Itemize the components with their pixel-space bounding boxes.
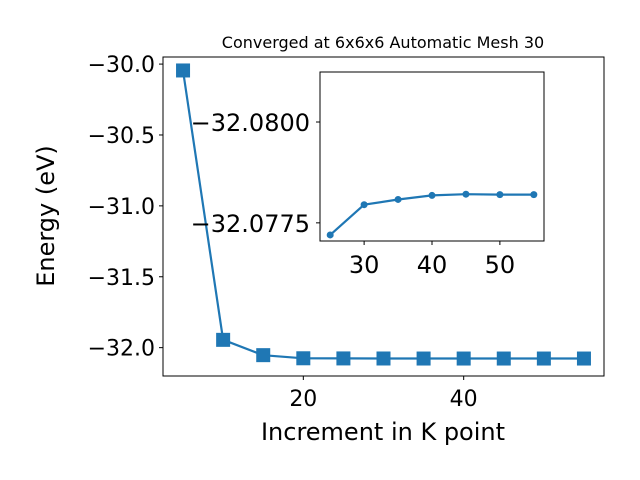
inset-y-axis: −32.0775 −32.0800 xyxy=(191,109,320,238)
data-point-marker xyxy=(576,351,591,366)
inset-background xyxy=(320,72,544,241)
y-tick-label: −31.5 xyxy=(88,266,155,291)
data-point-marker xyxy=(536,351,551,366)
x-tick-label: 40 xyxy=(450,387,478,412)
data-point-marker xyxy=(176,63,191,78)
inset-data-point-marker xyxy=(394,195,402,203)
data-point-marker xyxy=(496,351,511,366)
inset-x-tick-label: 40 xyxy=(417,251,448,279)
y-tick-label: −30.0 xyxy=(88,53,155,78)
main-y-axis: −30.0 −30.5 −31.0 −31.5 −32.0 xyxy=(88,53,163,362)
inset-plot-area xyxy=(326,190,538,239)
inset-data-point-marker xyxy=(530,191,538,199)
inset-data-point-marker xyxy=(496,191,504,199)
inset-data-point-marker xyxy=(360,201,368,209)
chart-title: Converged at 6x6x6 Automatic Mesh 30 xyxy=(222,33,544,52)
inset-data-point-marker xyxy=(326,231,334,239)
data-point-marker xyxy=(376,351,391,366)
inset-y-tick-label: −32.0775 xyxy=(191,210,310,238)
main-plot-area xyxy=(176,63,591,366)
x-axis-label: Increment in K point xyxy=(261,418,505,446)
y-tick-label: −30.5 xyxy=(88,124,155,149)
y-tick-label: −32.0 xyxy=(88,337,155,362)
data-point-marker xyxy=(256,348,271,363)
data-point-marker xyxy=(336,351,351,366)
inset-x-axis: 30 40 50 xyxy=(349,241,515,279)
data-point-marker xyxy=(296,351,311,366)
main-x-axis: 20 40 xyxy=(289,376,478,412)
x-tick-label: 20 xyxy=(289,387,317,412)
data-point-marker xyxy=(456,351,471,366)
main-plot-frame xyxy=(162,56,605,377)
inset-data-point-marker xyxy=(428,191,436,199)
inset-x-tick-label: 50 xyxy=(485,251,516,279)
y-axis-label: Energy (eV) xyxy=(32,145,60,287)
data-point-marker xyxy=(416,351,431,366)
y-tick-label: −31.0 xyxy=(88,195,155,220)
inset-y-tick-label: −32.0800 xyxy=(191,109,310,137)
inset-data-point-marker xyxy=(462,190,470,198)
inset-x-tick-label: 30 xyxy=(349,251,380,279)
data-point-marker xyxy=(216,332,231,347)
